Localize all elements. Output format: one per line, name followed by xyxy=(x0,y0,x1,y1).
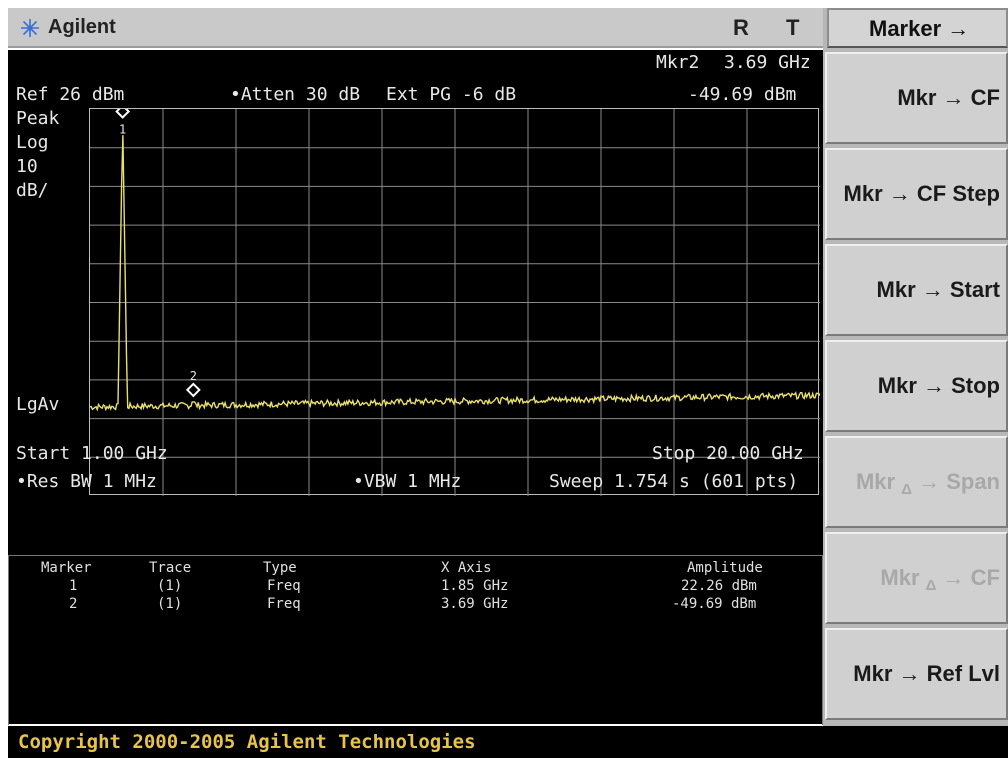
marker-trace: (1) xyxy=(157,578,183,594)
delta-icon: Δ xyxy=(901,480,912,498)
spectrum-trace xyxy=(90,135,820,412)
marker-diamond-icon xyxy=(115,109,131,119)
delta-icon: Δ xyxy=(925,576,937,594)
average-type: LgAv xyxy=(16,394,60,415)
softkey-mkr-to-cf[interactable]: Mkr → CF xyxy=(825,52,1008,144)
video-bandwidth: •VBW 1 MHz xyxy=(353,471,462,492)
marker-table-header-type: Type xyxy=(263,560,297,576)
softkey-label-tail: → Span xyxy=(918,469,1000,494)
spectrum-display: Mkr2 3.69 GHz Ref 26 dBm •Atten 30 dB Ex… xyxy=(8,50,823,725)
marker-number: 1 xyxy=(69,578,78,594)
marker-label: 2 xyxy=(190,369,197,383)
title-bar: Agilent R T xyxy=(8,8,823,48)
marker-readout-amplitude: -49.69 dBm xyxy=(688,84,797,105)
scale-value: 10 xyxy=(16,156,38,177)
softkey-label: Mkr → CF xyxy=(897,85,1000,110)
softkey-mkr-to-stop[interactable]: Mkr → Stop xyxy=(825,340,1008,432)
marker-readout-freq: 3.69 GHz xyxy=(724,52,811,73)
sweep-time: Sweep 1.754 s (601 pts) xyxy=(549,471,799,492)
marker-table-header-x-axis: X Axis xyxy=(441,560,492,576)
marker-table-header-trace: Trace xyxy=(149,560,192,576)
softkey-label: Mkr xyxy=(855,469,896,494)
softkey-label: Mkr xyxy=(880,565,920,590)
marker-table: Marker Trace Type X Axis Amplitude 1 (1)… xyxy=(8,555,823,725)
start-frequency: Start 1.00 GHz xyxy=(16,443,168,464)
marker-type: Freq xyxy=(267,596,301,612)
detector-mode: Peak xyxy=(16,108,60,129)
marker-table-header-marker: Marker xyxy=(41,560,92,576)
spectrum-plot: 12 xyxy=(90,109,820,496)
softkey-mkr-to-ref-lvl[interactable]: Mkr → Ref Lvl xyxy=(825,628,1008,720)
brand-name: Agilent xyxy=(48,16,116,38)
softkey-mkr-to-cf-step[interactable]: Mkr → CF Step xyxy=(825,148,1008,240)
marker-diamond-icon xyxy=(185,382,201,398)
ext-preamp-gain: Ext PG -6 dB xyxy=(386,84,517,105)
scale-type: Log xyxy=(16,132,49,153)
marker-readout-label: Mkr2 xyxy=(656,52,700,73)
softkey-label: Mkr → Ref Lvl xyxy=(853,661,1000,686)
menu-title: Marker → xyxy=(827,8,1008,48)
marker-number: 2 xyxy=(69,596,78,612)
softkey-label: Mkr → Stop xyxy=(877,373,1000,398)
marker-x-axis: 3.69 GHz xyxy=(441,596,509,612)
softkey-mkr-to-start[interactable]: Mkr → Start xyxy=(825,244,1008,336)
marker-x-axis: 1.85 GHz xyxy=(441,578,509,594)
softkey-label: Mkr → CF Step xyxy=(843,181,1000,206)
softkey-label: Mkr → Start xyxy=(876,277,1000,302)
marker-label: 1 xyxy=(119,122,126,136)
ref-level: Ref 26 dBm xyxy=(16,84,125,105)
marker-trace: (1) xyxy=(157,596,183,612)
status-footer: Copyright 2000-2005 Agilent Technologies xyxy=(8,726,1008,758)
softkey-label-tail: → CF xyxy=(942,565,1000,590)
softkey-panel: Marker → Mkr → CF Mkr → CF Step Mkr → St… xyxy=(823,8,1008,726)
marker-type: Freq xyxy=(267,578,301,594)
stop-frequency: Stop 20.00 GHz xyxy=(652,443,804,464)
marker-amplitude: 22.26 dBm xyxy=(681,578,757,594)
resolution-bandwidth: •Res BW 1 MHz xyxy=(16,471,157,492)
scale-unit: dB/ xyxy=(16,180,49,201)
agilent-spark-logo-icon xyxy=(20,18,40,38)
marker-table-header-amplitude: Amplitude xyxy=(687,560,763,576)
marker-amplitude: -49.69 dBm xyxy=(672,596,757,612)
copyright-text: Copyright 2000-2005 Agilent Technologies xyxy=(18,731,476,753)
trigger-indicator: T xyxy=(786,15,800,40)
attenuation: •Atten 30 dB xyxy=(230,84,361,105)
softkey-mkr-delta-to-span[interactable]: Mkr Δ → Span xyxy=(825,436,1008,528)
remote-indicator: R xyxy=(733,15,749,40)
softkey-mkr-delta-to-cf[interactable]: Mkr Δ → CF xyxy=(825,532,1008,624)
